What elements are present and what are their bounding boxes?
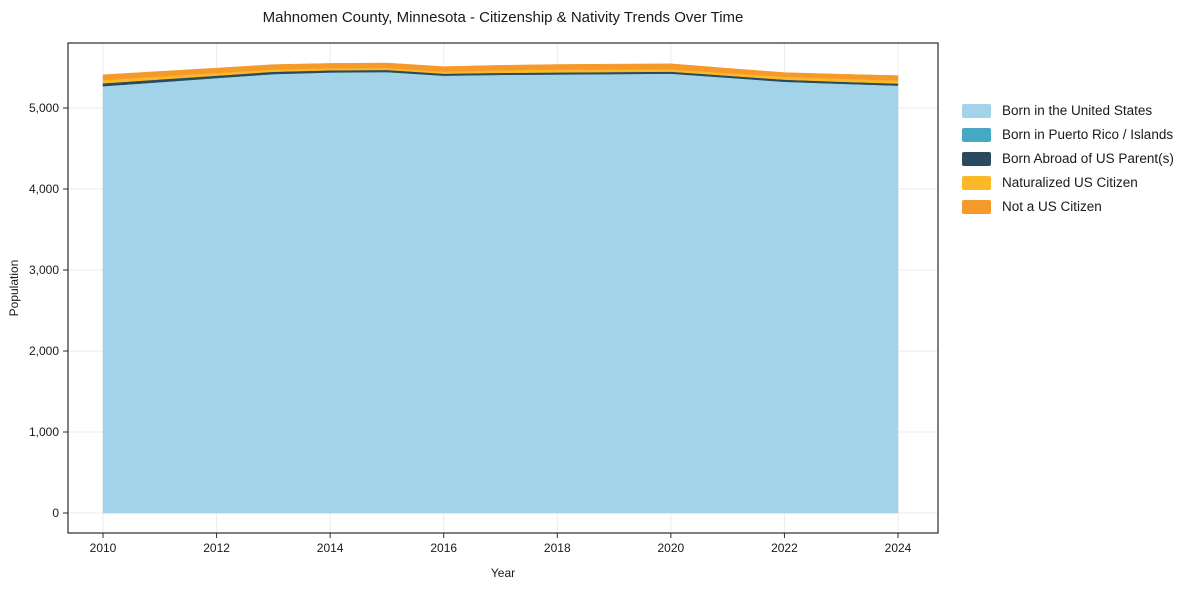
legend: Born in the United States Born in Puerto … [962,103,1174,214]
x-tick-label: 2022 [771,541,798,555]
plot-border [67,42,939,534]
legend-label: Not a US Citizen [1002,199,1102,214]
legend-item-1: Born in Puerto Rico / Islands [962,127,1174,142]
y-tick-label: 4,000 [29,182,59,196]
x-tick-label: 2016 [430,541,457,555]
x-tick-label: 2024 [885,541,912,555]
legend-swatch-icon [962,175,991,190]
legend-label: Born in the United States [1002,103,1153,118]
y-tick-label: 0 [52,506,59,520]
legend-swatch-icon [962,199,991,214]
legend-item-3: Naturalized US Citizen [962,175,1174,190]
y-tick-label: 3,000 [29,263,59,277]
x-tick-label: 2018 [544,541,571,555]
chart-title: Mahnomen County, Minnesota - Citizenship… [262,9,744,26]
legend-item-4: Not a US Citizen [962,199,1174,214]
y-tick-label: 5,000 [29,101,59,115]
x-tick-label: 2020 [658,541,685,555]
y-tick-label: 2,000 [29,344,59,358]
legend-swatch-icon [962,127,991,142]
x-tick-label: 2012 [203,541,230,555]
legend-label: Naturalized US Citizen [1002,175,1138,190]
x-tick-label: 2014 [317,541,344,555]
legend-label: Born in Puerto Rico / Islands [1002,127,1174,142]
x-axis-label: Year [491,566,515,580]
legend-item-0: Born in the United States [962,103,1174,118]
legend-swatch-icon [962,103,991,118]
area-series-0-born-in-the-united-states [102,71,899,514]
y-tick-label: 1,000 [29,425,59,439]
area-series-4-not-a-us-citizen [102,62,899,81]
legend-label: Born Abroad of US Parent(s) [1002,151,1174,166]
y-axis-label: Population [7,260,21,317]
legend-item-2: Born Abroad of US Parent(s) [962,151,1174,166]
x-tick-label: 2010 [90,541,117,555]
legend-swatch-icon [962,151,991,166]
